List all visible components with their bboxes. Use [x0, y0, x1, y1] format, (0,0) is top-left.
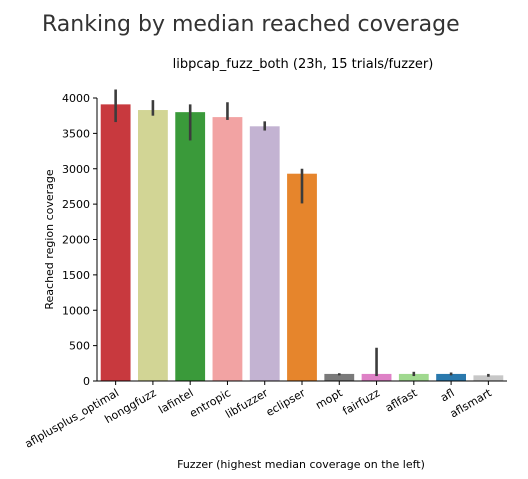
x-axis-label: Fuzzer (highest median coverage on the l… [177, 458, 425, 471]
y-tick-label: 1500 [62, 269, 90, 282]
bar-fairfuzz [361, 373, 392, 381]
x-tick-label: afl [438, 386, 456, 404]
y-ticks: 0 500 1000 1500 2000 2500 3000 3500 4000 [62, 92, 97, 388]
x-tick-label: fairfuzz [340, 386, 382, 418]
error-bars-layer [114, 89, 490, 377]
x-ticks: aflplusplus_optimalhonggfuzzlafintelentr… [23, 381, 495, 451]
bar-libfuzzer [249, 126, 280, 381]
y-tick-label: 3500 [62, 127, 90, 140]
x-tick-label: aflsmart [448, 386, 495, 420]
y-tick-label: 0 [83, 375, 90, 388]
y-axis-label: Reached region coverage [43, 169, 56, 310]
bar-mopt [324, 373, 355, 381]
bar-eclipser [287, 173, 317, 381]
bar-entropic [212, 117, 243, 381]
y-tick-label: 2500 [62, 198, 90, 211]
y-tick-label: 4000 [62, 92, 90, 105]
page-title: Ranking by median reached coverage [42, 12, 460, 37]
y-tick-label: 1000 [62, 304, 90, 317]
bar-aflfast [398, 373, 429, 381]
y-tick-label: 2000 [62, 234, 90, 247]
bar-honggfuzz [138, 110, 168, 381]
chart-title: libpcap_fuzz_both (23h, 15 trials/fuzzer… [173, 57, 434, 72]
x-tick-label: eclipser [264, 386, 308, 419]
y-tick-label: 3000 [62, 163, 90, 176]
x-tick-label: aflfast [383, 386, 420, 415]
bars-layer [100, 104, 504, 382]
y-tick-label: 500 [69, 340, 90, 353]
bar-aflplusplus_optimal [100, 104, 131, 382]
bar-afl [436, 373, 466, 381]
bar-aflsmart [473, 375, 504, 381]
bar-lafintel [175, 112, 206, 382]
x-tick-label: libfuzzer [223, 386, 270, 421]
